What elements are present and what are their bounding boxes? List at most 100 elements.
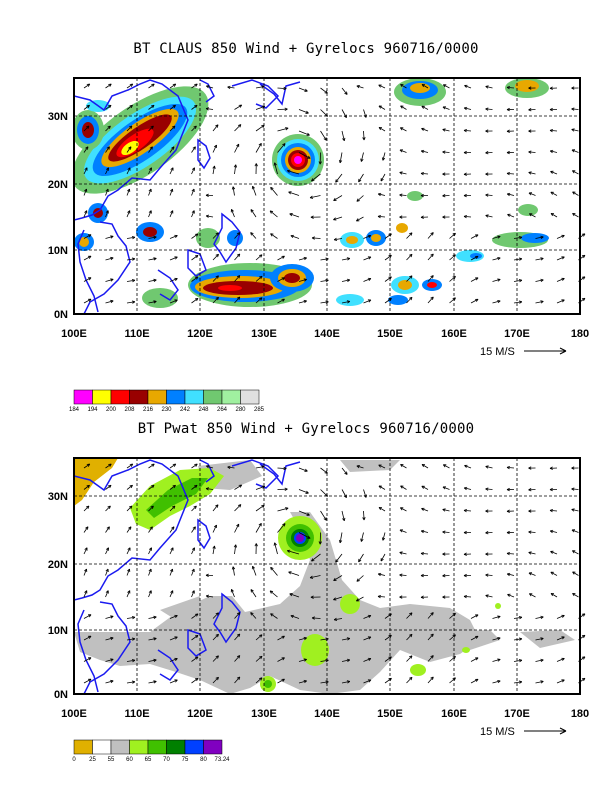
wind-vector <box>550 191 558 196</box>
wind-vector <box>191 146 196 153</box>
wind-vector <box>277 523 286 533</box>
wind-vector <box>341 257 351 261</box>
wind-vector <box>191 677 199 684</box>
y-tick-label: 10N <box>48 245 68 257</box>
wind-vector <box>191 568 195 576</box>
wind-vector <box>506 107 515 112</box>
wind-vector <box>298 679 307 684</box>
wind-vector <box>363 614 372 619</box>
wind-vector <box>378 126 386 132</box>
wind-vector <box>273 162 278 175</box>
wind-vector <box>206 85 214 89</box>
wind-vector <box>230 589 235 598</box>
wind-vector <box>105 83 112 89</box>
wind-vector <box>126 125 133 132</box>
wind-vector <box>277 143 286 153</box>
wind-vector <box>463 106 472 111</box>
wind-vector <box>234 232 241 239</box>
wind-vector <box>356 216 364 222</box>
field-blob <box>340 460 400 472</box>
wind-vector <box>126 104 133 110</box>
wind-vector <box>463 128 472 133</box>
colorbar-swatch <box>129 389 149 405</box>
field-blob <box>410 664 426 676</box>
wind-vector <box>571 487 579 491</box>
wind-vector <box>212 124 219 132</box>
wind-vector <box>550 170 558 175</box>
field-blob <box>427 282 437 288</box>
colorbar-swatch <box>129 739 149 755</box>
wind-vector <box>191 656 199 662</box>
wind-vector <box>234 655 241 662</box>
colorbar-bottom: 0 25 55 60 65 70 75 80 73.24 <box>72 739 230 763</box>
wind-vector <box>298 510 310 516</box>
wind-vector <box>233 164 238 175</box>
wind-vector <box>363 657 372 662</box>
wind-vector <box>356 85 364 89</box>
wind-vector <box>550 550 558 555</box>
wind-vector <box>277 86 287 91</box>
wind-vector <box>277 507 289 512</box>
colorbar-swatch <box>184 739 204 755</box>
wind-vector <box>470 277 479 282</box>
wind-vector <box>148 568 152 576</box>
wind-vector <box>212 144 217 153</box>
wind-vector <box>549 529 558 534</box>
wind-vector <box>148 505 154 512</box>
wind-vector <box>212 524 217 533</box>
wind-vector <box>449 254 456 261</box>
wind-vector <box>320 109 329 117</box>
wind-vector <box>126 463 134 469</box>
wind-vector <box>320 489 329 497</box>
wind-vector <box>485 107 493 111</box>
wind-vector <box>485 509 493 513</box>
wind-vector <box>341 300 351 304</box>
wind-vector <box>556 614 565 619</box>
field-blob <box>301 634 329 666</box>
wind-vector <box>442 595 450 599</box>
wind-vector <box>83 104 90 110</box>
wind-vector <box>126 547 131 555</box>
wind-vector <box>289 593 300 598</box>
wind-vector <box>356 465 364 469</box>
wind-vector <box>571 529 579 533</box>
wind-vector <box>148 615 157 620</box>
wind-vector <box>381 532 386 541</box>
wind-vector <box>470 678 479 684</box>
wind-vector <box>169 277 178 282</box>
wind-vector <box>535 257 544 261</box>
wind-vector <box>212 545 216 555</box>
wind-vector <box>556 679 565 684</box>
wind-vector <box>148 680 157 684</box>
wind-vector <box>148 590 152 598</box>
wind-vector <box>234 253 241 261</box>
wind-vector <box>358 553 364 563</box>
wind-vector <box>191 297 199 304</box>
wind-vector <box>572 213 579 218</box>
wind-vector <box>234 104 243 110</box>
field-blob <box>296 534 304 542</box>
wind-vector <box>105 125 111 132</box>
wind-vector <box>363 636 372 641</box>
wind-vector <box>513 680 523 684</box>
wind-vector <box>311 173 321 182</box>
wind-vector <box>578 634 586 641</box>
wind-vector <box>399 595 407 599</box>
wind-vector <box>427 275 434 282</box>
frame-bottom <box>73 457 581 695</box>
wind-vector <box>311 236 321 240</box>
wind-vector <box>578 677 586 684</box>
wind-vector <box>126 616 136 620</box>
wind-vector <box>191 83 198 89</box>
chart-title-top: BT CLAUS 850 Wind + Gyrelocs 960716/0000 <box>133 41 479 57</box>
wind-vector <box>320 467 328 474</box>
wind-vector <box>513 257 523 261</box>
wind-vector <box>126 659 136 663</box>
wind-vector <box>83 210 88 218</box>
wind-vector <box>535 658 544 663</box>
wind-vector <box>83 484 90 490</box>
wind-vector <box>333 596 343 601</box>
wind-vector <box>169 484 176 490</box>
wind-vector <box>341 680 351 684</box>
frame-top <box>73 77 581 315</box>
